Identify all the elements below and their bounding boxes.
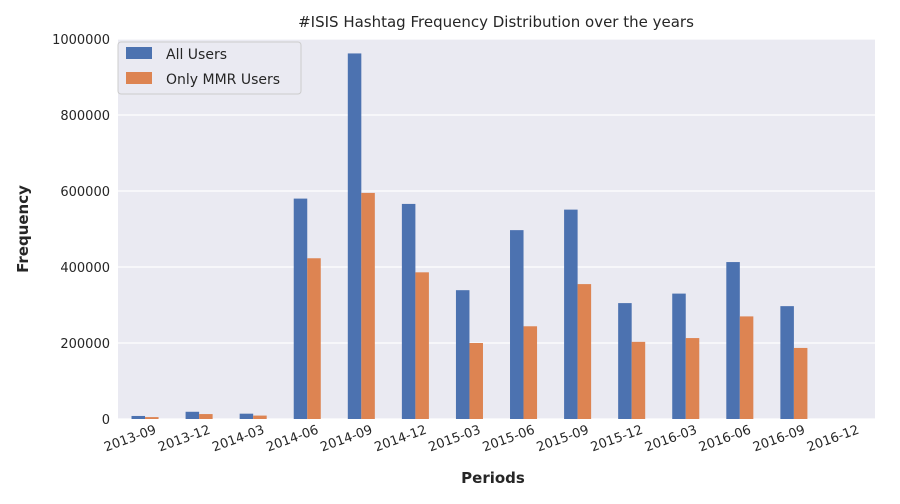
bars [131, 53, 808, 419]
bar-only-mmr-users-2014-03 [253, 415, 267, 419]
y-axis-ticks: 0 200000 400000 600000 800000 1000000 [52, 33, 110, 428]
legend-swatch-all-users [126, 47, 152, 59]
x-tick-label: 2016-12 [805, 423, 861, 456]
plot-background [118, 39, 875, 419]
bar-only-mmr-users-2014-09 [361, 192, 375, 419]
x-tick-label: 2013-09 [102, 423, 158, 456]
x-tick-label: 2014-03 [210, 423, 266, 456]
bar-only-mmr-users-2015-06 [523, 326, 538, 419]
bar-all-users-2016-09 [780, 306, 794, 419]
x-tick-label: 2016-06 [697, 423, 753, 456]
x-tick-label: 2013-12 [156, 423, 212, 456]
bar-only-mmr-users-2015-09 [577, 284, 592, 419]
x-tick-label: 2015-06 [481, 423, 537, 456]
legend-box [117, 41, 302, 95]
bar-all-users-2014-03 [239, 413, 254, 419]
legend-label-all-users: All Users [166, 47, 227, 63]
y-tick-label: 400000 [60, 261, 110, 276]
bar-all-users-2014-06 [293, 198, 308, 419]
bar-all-users-2013-12 [185, 411, 200, 419]
x-tick-label: 2015-03 [427, 423, 483, 456]
x-tick-label: 2016-03 [643, 423, 699, 456]
bar-only-mmr-users-2014-06 [307, 258, 321, 419]
chart-title: #ISIS Hashtag Frequency Distribution ove… [298, 13, 694, 31]
bar-only-mmr-users-2016-06 [739, 316, 754, 419]
x-tick-label: 2014-12 [373, 423, 429, 456]
x-tick-label: 2016-09 [751, 423, 807, 456]
x-axis-ticks: 2013-092013-122014-032014-062014-092014-… [102, 423, 861, 456]
y-tick-label: 0 [102, 413, 110, 428]
legend: All Users Only MMR Users [117, 41, 302, 95]
x-tick-label: 2015-09 [535, 423, 591, 456]
bar-all-users-2015-12 [618, 303, 632, 419]
bar-all-users-2016-06 [726, 262, 740, 419]
legend-swatch-only-mmr-users [126, 72, 152, 84]
bar-all-users-2015-09 [564, 209, 578, 419]
x-tick-label: 2014-06 [264, 423, 320, 456]
x-tick-label: 2015-12 [589, 423, 645, 456]
bar-only-mmr-users-2014-12 [415, 272, 429, 419]
x-axis-label: Periods [461, 469, 525, 487]
x-tick-label: 2014-09 [319, 423, 375, 456]
bar-all-users-2014-12 [401, 203, 416, 419]
y-tick-label: 200000 [60, 337, 110, 352]
bar-only-mmr-users-2016-09 [793, 347, 808, 419]
bar-only-mmr-users-2015-03 [469, 343, 483, 419]
bar-only-mmr-users-2013-12 [199, 414, 213, 419]
bar-all-users-2015-06 [510, 230, 524, 419]
legend-label-only-mmr-users: Only MMR Users [166, 72, 280, 88]
bar-all-users-2015-03 [455, 290, 470, 419]
y-tick-label: 600000 [60, 185, 110, 200]
bar-only-mmr-users-2015-12 [631, 341, 646, 419]
bar-only-mmr-users-2013-09 [145, 417, 159, 419]
bar-all-users-2013-09 [131, 415, 146, 419]
y-tick-label: 1000000 [52, 33, 110, 48]
y-axis-label: Frequency [14, 185, 32, 273]
y-tick-label: 800000 [60, 109, 110, 124]
bar-all-users-2014-09 [347, 53, 362, 419]
bar-all-users-2016-03 [672, 293, 686, 419]
bar-only-mmr-users-2016-03 [685, 338, 700, 419]
